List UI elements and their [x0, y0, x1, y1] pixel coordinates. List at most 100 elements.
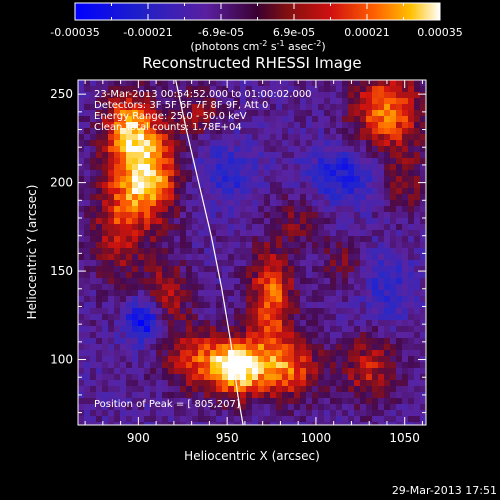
heatmap-cell	[210, 206, 217, 213]
heatmap-cell	[390, 266, 397, 273]
heatmap-cell	[336, 416, 343, 423]
heatmap-cell	[156, 212, 163, 219]
heatmap-cell	[144, 248, 151, 255]
heatmap-cell	[198, 410, 205, 417]
heatmap-cell	[378, 284, 385, 291]
heatmap-cell	[102, 380, 109, 387]
heatmap-cell	[96, 296, 103, 303]
heatmap-cell	[210, 176, 217, 183]
heatmap-cell	[126, 356, 133, 363]
heatmap-cell	[330, 182, 337, 189]
heatmap-cell	[96, 146, 103, 153]
heatmap-cell	[246, 110, 253, 117]
heatmap-cell	[156, 164, 163, 171]
heatmap-cell	[288, 320, 295, 327]
heatmap-cell	[246, 254, 253, 261]
heatmap-cell	[366, 206, 373, 213]
heatmap-cell	[108, 272, 115, 279]
heatmap-cell	[132, 200, 139, 207]
heatmap-cell	[378, 218, 385, 225]
heatmap-cell	[318, 422, 325, 425]
heatmap-cell	[348, 122, 355, 129]
heatmap-cell	[390, 134, 397, 141]
heatmap-cell	[324, 296, 331, 303]
heatmap-cell	[96, 230, 103, 237]
heatmap-cell	[228, 380, 235, 387]
heatmap-cell	[96, 194, 103, 201]
heatmap-cell	[336, 422, 343, 425]
heatmap-cell	[120, 176, 127, 183]
heatmap-cell	[198, 338, 205, 345]
heatmap-cell	[150, 104, 157, 111]
heatmap-cell	[210, 404, 217, 411]
heatmap-cell	[402, 410, 409, 417]
heatmap-cell	[192, 314, 199, 321]
heatmap-cell	[132, 362, 139, 369]
heatmap-cell	[174, 356, 181, 363]
heatmap-cell	[126, 242, 133, 249]
heatmap-cell	[264, 308, 271, 315]
heatmap-cell	[396, 260, 403, 267]
heatmap-cell	[246, 236, 253, 243]
heatmap-cell	[114, 332, 121, 339]
heatmap-cell	[126, 362, 133, 369]
heatmap-cell	[180, 200, 187, 207]
heatmap-cell	[258, 230, 265, 237]
heatmap-cell	[222, 182, 229, 189]
heatmap-cell	[138, 104, 145, 111]
heatmap-cell	[144, 362, 151, 369]
heatmap-cell	[390, 350, 397, 357]
heatmap-cell	[150, 374, 157, 381]
heatmap-cell	[384, 182, 391, 189]
heatmap-cell	[258, 104, 265, 111]
heatmap-cell	[162, 386, 169, 393]
heatmap-cell	[384, 104, 391, 111]
heatmap-cell	[198, 422, 205, 425]
heatmap-cell	[138, 176, 145, 183]
heatmap-cell	[144, 326, 151, 333]
heatmap-cell	[168, 296, 175, 303]
heatmap-cell	[102, 170, 109, 177]
heatmap-cell	[96, 128, 103, 135]
heatmap-cell	[138, 224, 145, 231]
heatmap-cell	[222, 296, 229, 303]
heatmap-cell	[240, 368, 247, 375]
heatmap-cell	[102, 236, 109, 243]
heatmap-cell	[306, 236, 313, 243]
heatmap-cell	[384, 308, 391, 315]
heatmap-cell	[198, 278, 205, 285]
heatmap-cell	[78, 260, 85, 267]
heatmap-cell	[366, 290, 373, 297]
heatmap-cell	[366, 146, 373, 153]
heatmap-cell	[414, 386, 421, 393]
heatmap-cell	[270, 170, 277, 177]
heatmap-cell	[294, 164, 301, 171]
heatmap-cell	[114, 362, 121, 369]
heatmap-cell	[114, 380, 121, 387]
heatmap-cell	[228, 374, 235, 381]
heatmap-cell	[420, 362, 426, 369]
heatmap-cell	[372, 272, 379, 279]
heatmap-cell	[402, 362, 409, 369]
heatmap-cell	[264, 218, 271, 225]
heatmap-cell	[228, 170, 235, 177]
heatmap-cell	[342, 272, 349, 279]
heatmap-cell	[390, 380, 397, 387]
heatmap-cell	[330, 362, 337, 369]
heatmap-cell	[126, 392, 133, 399]
heatmap-cell	[234, 344, 241, 351]
heatmap-cell	[84, 140, 91, 147]
heatmap-cell	[132, 164, 139, 171]
heatmap-cell	[162, 266, 169, 273]
heatmap-cell	[96, 176, 103, 183]
heatmap-cell	[378, 230, 385, 237]
heatmap-cell	[390, 86, 397, 93]
heatmap-cell	[324, 266, 331, 273]
heatmap-cell	[306, 98, 313, 105]
heatmap-cell	[174, 314, 181, 321]
heatmap-cell	[420, 98, 426, 105]
heatmap-cell	[318, 302, 325, 309]
heatmap-cell	[312, 200, 319, 207]
heatmap-cell	[390, 362, 397, 369]
heatmap-cell	[300, 254, 307, 261]
